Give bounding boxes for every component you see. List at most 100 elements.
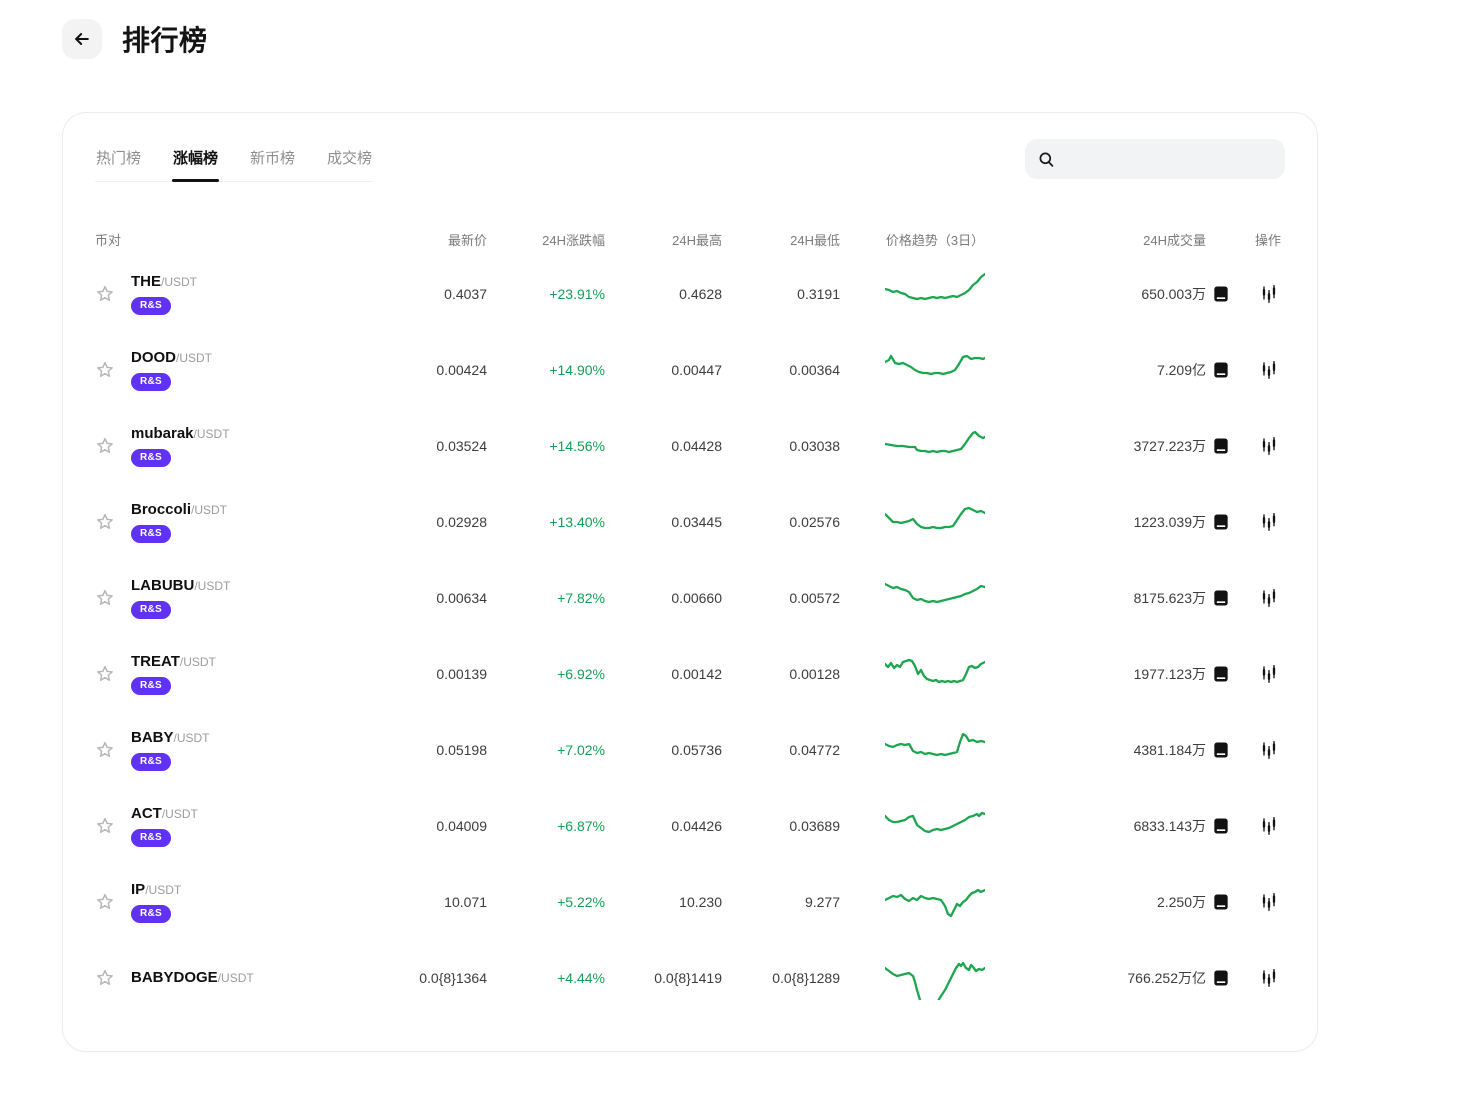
- kline-candles-icon[interactable]: [1259, 816, 1279, 836]
- orderbook-icon[interactable]: [1211, 284, 1231, 304]
- search-box[interactable]: [1025, 139, 1285, 179]
- latest-price: 0.04009: [436, 818, 487, 834]
- pair-cell: THE/USDT R&S: [95, 273, 391, 315]
- pair-cell: LABUBU/USDT R&S: [95, 577, 391, 619]
- volume-24h: 3727.223万: [1133, 438, 1206, 454]
- pair-info: THE/USDT R&S: [131, 273, 197, 315]
- table-row[interactable]: THE/USDT R&S 0.4037 +23.91% 0.4628 0.319…: [95, 256, 1285, 332]
- trend-sparkline: [885, 888, 985, 918]
- favorite-star-icon[interactable]: [95, 512, 115, 532]
- pair-name: BABYDOGE/USDT: [131, 969, 254, 987]
- actions-cell: [1206, 436, 1285, 456]
- high-24h: 10.230: [679, 894, 722, 910]
- tab-new[interactable]: 新币榜: [250, 150, 296, 167]
- kline-candles-icon[interactable]: [1259, 664, 1279, 684]
- trend-sparkline: [885, 354, 985, 376]
- high-24h: 0.0{8}1419: [654, 970, 722, 986]
- table-row[interactable]: TREAT/USDT R&S 0.00139 +6.92% 0.00142 0.…: [95, 636, 1285, 712]
- kline-candles-icon[interactable]: [1259, 512, 1279, 532]
- change-24h: +6.87%: [557, 818, 605, 834]
- volume-24h: 650.003万: [1141, 286, 1206, 302]
- coin-symbol: Broccoli: [131, 501, 192, 518]
- volume-24h: 6833.143万: [1133, 818, 1206, 834]
- tab-hot[interactable]: 热门榜: [96, 150, 142, 167]
- table-row[interactable]: BABY/USDT R&S 0.05198 +7.02% 0.05736 0.0…: [95, 712, 1285, 788]
- kline-candles-icon[interactable]: [1259, 740, 1279, 760]
- pair-info: ACT/USDT R&S: [131, 805, 198, 847]
- page-header: 排行榜: [0, 0, 1470, 59]
- search-input[interactable]: [1064, 150, 1273, 168]
- trend-cell: [840, 728, 1030, 772]
- favorite-star-icon[interactable]: [95, 968, 115, 988]
- kline-candles-icon[interactable]: [1259, 588, 1279, 608]
- orderbook-icon[interactable]: [1211, 664, 1231, 684]
- trend-cell: [840, 500, 1030, 544]
- pair-cell: Broccoli/USDT R&S: [95, 501, 391, 543]
- table-row[interactable]: DOOD/USDT R&S 0.00424 +14.90% 0.00447 0.…: [95, 332, 1285, 408]
- search-icon: [1039, 152, 1054, 167]
- orderbook-icon[interactable]: [1211, 892, 1231, 912]
- tab-volume[interactable]: 成交榜: [327, 150, 373, 167]
- change-24h: +7.82%: [557, 590, 605, 606]
- favorite-star-icon[interactable]: [95, 284, 115, 304]
- kline-candles-icon[interactable]: [1259, 968, 1279, 988]
- table-row[interactable]: BABYDOGE/USDT 0.0{8}1364 +4.44% 0.0{8}14…: [95, 940, 1285, 1016]
- col-pair: 币对: [95, 232, 122, 248]
- orderbook-icon[interactable]: [1211, 588, 1231, 608]
- high-24h: 0.00142: [671, 666, 722, 682]
- orderbook-icon[interactable]: [1211, 436, 1231, 456]
- orderbook-icon[interactable]: [1211, 512, 1231, 532]
- kline-candles-icon[interactable]: [1259, 360, 1279, 380]
- favorite-star-icon[interactable]: [95, 892, 115, 912]
- rs-badge: R&S: [131, 753, 172, 771]
- volume-24h: 4381.184万: [1133, 742, 1206, 758]
- favorite-star-icon[interactable]: [95, 360, 115, 380]
- col-high-24h: 24H最高: [672, 232, 722, 248]
- kline-candles-icon[interactable]: [1259, 436, 1279, 456]
- kline-candles-icon[interactable]: [1259, 284, 1279, 304]
- latest-price: 0.4037: [444, 286, 487, 302]
- table-row[interactable]: Broccoli/USDT R&S 0.02928 +13.40% 0.0344…: [95, 484, 1285, 560]
- favorite-star-icon[interactable]: [95, 436, 115, 456]
- change-24h: +7.02%: [557, 742, 605, 758]
- favorite-star-icon[interactable]: [95, 816, 115, 836]
- orderbook-icon[interactable]: [1211, 816, 1231, 836]
- coin-symbol: ACT: [131, 805, 162, 822]
- pair-cell: IP/USDT R&S: [95, 881, 391, 923]
- back-button[interactable]: [62, 19, 102, 59]
- table-row[interactable]: LABUBU/USDT R&S 0.00634 +7.82% 0.00660 0…: [95, 560, 1285, 636]
- rs-badge: R&S: [131, 905, 172, 923]
- actions-cell: [1206, 968, 1285, 988]
- orderbook-icon[interactable]: [1211, 740, 1231, 760]
- coin-symbol: LABUBU: [131, 577, 195, 594]
- high-24h: 0.4628: [679, 286, 722, 302]
- rs-badge: R&S: [131, 829, 172, 847]
- coin-quote: /USDT: [191, 503, 228, 517]
- orderbook-icon[interactable]: [1211, 968, 1231, 988]
- volume-24h: 766.252万亿: [1127, 970, 1206, 986]
- table-row[interactable]: ACT/USDT R&S 0.04009 +6.87% 0.04426 0.03…: [95, 788, 1285, 864]
- latest-price: 0.00424: [436, 362, 487, 378]
- latest-price: 0.05198: [436, 742, 487, 758]
- favorite-star-icon[interactable]: [95, 740, 115, 760]
- pair-cell: BABYDOGE/USDT: [95, 968, 391, 988]
- trend-sparkline: [885, 506, 985, 530]
- low-24h: 0.00128: [789, 666, 840, 682]
- latest-price: 0.0{8}1364: [419, 970, 487, 986]
- table-row[interactable]: mubarak/USDT R&S 0.03524 +14.56% 0.04428…: [95, 408, 1285, 484]
- tab-gainers[interactable]: 涨幅榜: [172, 141, 220, 182]
- favorite-star-icon[interactable]: [95, 588, 115, 608]
- change-24h: +6.92%: [557, 666, 605, 682]
- favorite-star-icon[interactable]: [95, 664, 115, 684]
- actions-cell: [1206, 892, 1285, 912]
- pair-info: BABY/USDT R&S: [131, 729, 210, 771]
- orderbook-icon[interactable]: [1211, 360, 1231, 380]
- trend-cell: [840, 272, 1030, 316]
- table-body: THE/USDT R&S 0.4037 +23.91% 0.4628 0.319…: [95, 256, 1285, 1016]
- pair-name: BABY/USDT: [131, 729, 210, 747]
- change-24h: +4.44%: [557, 970, 605, 986]
- high-24h: 0.05736: [671, 742, 722, 758]
- kline-candles-icon[interactable]: [1259, 892, 1279, 912]
- table-row[interactable]: IP/USDT R&S 10.071 +5.22% 10.230 9.277 2…: [95, 864, 1285, 940]
- pair-cell: ACT/USDT R&S: [95, 805, 391, 847]
